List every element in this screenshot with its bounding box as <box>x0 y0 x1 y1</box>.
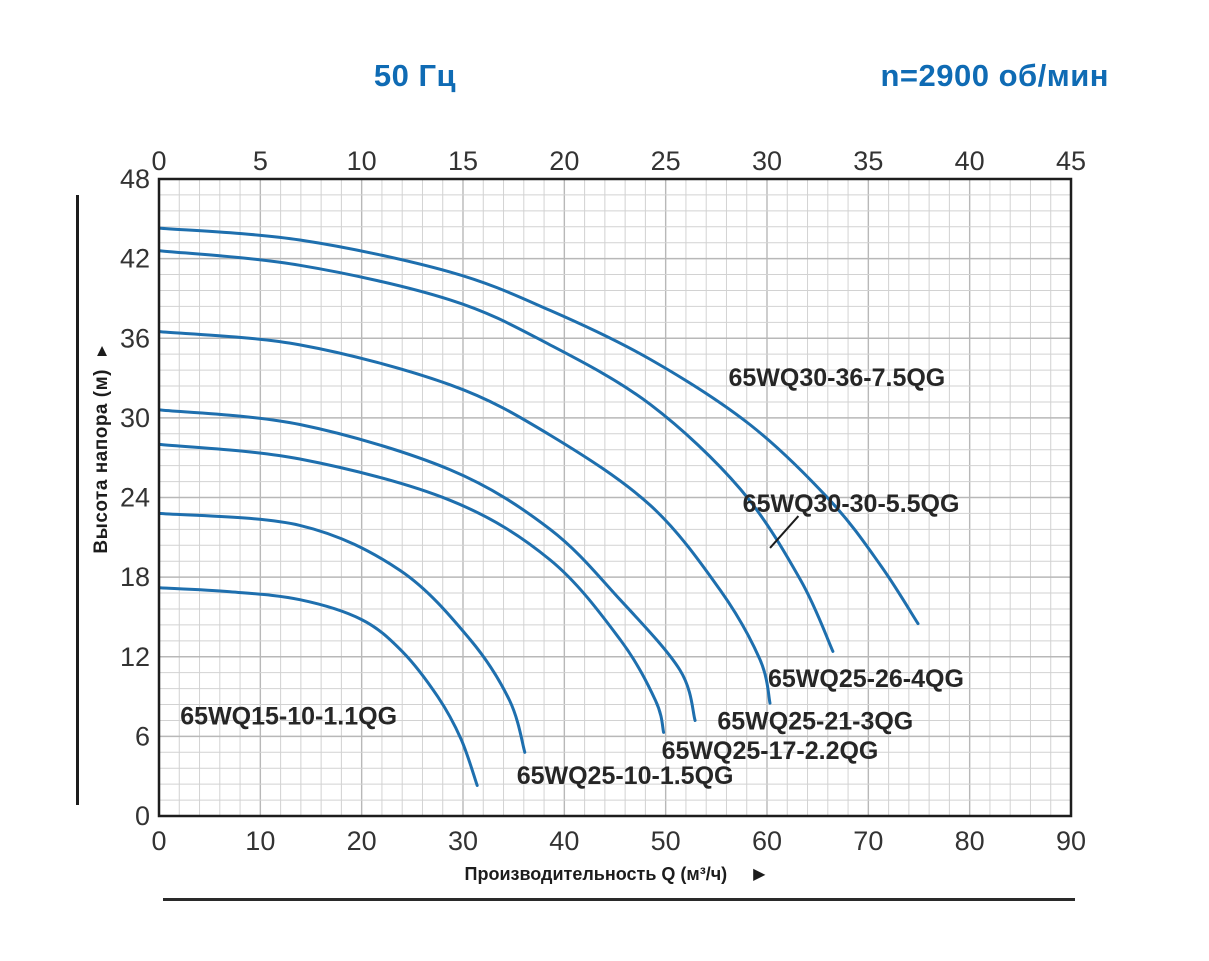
y-tick-label: 6 <box>135 721 150 751</box>
y-tick-label: 36 <box>120 323 150 353</box>
pump-curve <box>159 226 920 626</box>
y-tick-label: 24 <box>120 483 150 513</box>
y-axis-title: Высота напора (м) <box>91 369 112 554</box>
pump-curve <box>159 330 772 705</box>
x-top-tick-label: 35 <box>853 146 883 176</box>
y-tick-label: 0 <box>135 801 150 831</box>
pump-curve <box>159 586 479 787</box>
x-bottom-tick-label: 30 <box>448 826 478 856</box>
curve-label: 65WQ25-21-3QG <box>717 708 913 736</box>
x-top-tick-label: 10 <box>347 146 377 176</box>
x-bottom-tick-label: 40 <box>549 826 579 856</box>
x-top-tick-label: 25 <box>651 146 681 176</box>
curve-label: 65WQ25-10-1.5QG <box>517 762 734 790</box>
x-top-tick-label: 15 <box>448 146 478 176</box>
x-top-tick-label: 30 <box>752 146 782 176</box>
y-tick-label: 18 <box>120 562 150 592</box>
x-bottom-tick-label: 80 <box>955 826 985 856</box>
x-bottom-tick-label: 10 <box>245 826 275 856</box>
y-tick-label: 12 <box>120 642 150 672</box>
curve-label: 65WQ30-36-7.5QG <box>728 364 945 392</box>
y-axis-title-group: ▲ Высота напора (м) <box>84 342 120 554</box>
y-tick-label: 42 <box>120 244 150 274</box>
x-top-tick-label: 40 <box>955 146 985 176</box>
pump-curve <box>159 511 527 754</box>
rpm-title: n=2900 об/мин <box>880 58 1109 93</box>
x-bottom-tick-label: 0 <box>151 826 166 856</box>
frequency-title: 50 Гц <box>373 58 457 93</box>
x-top-tick-label: 5 <box>253 146 268 176</box>
curve-label: 65WQ15-10-1.1QG <box>180 702 397 730</box>
pump-curve <box>159 249 835 653</box>
x-axis-title-group: Производительность Q (м³/ч) ▶ <box>159 864 1071 885</box>
left-decorative-line <box>76 195 79 805</box>
x-axis-title: Производительность Q (м³/ч) <box>464 864 728 884</box>
x-top-tick-label: 20 <box>549 146 579 176</box>
curve-label: 65WQ25-17-2.2QG <box>662 737 879 765</box>
x-top-tick-label: 45 <box>1056 146 1086 176</box>
right-arrow-icon: ▶ <box>753 865 766 883</box>
x-bottom-tick-label: 20 <box>347 826 377 856</box>
pump-curve <box>159 408 697 722</box>
x-top-tick-label: 0 <box>151 146 166 176</box>
x-bottom-tick-label: 90 <box>1056 826 1086 856</box>
plot-border <box>157 177 1073 818</box>
x-bottom-tick-label: 50 <box>651 826 681 856</box>
bottom-decorative-line <box>163 898 1075 901</box>
x-bottom-tick-label: 60 <box>752 826 782 856</box>
curve-label: 65WQ25-26-4QG <box>768 665 964 693</box>
y-tick-label: 48 <box>120 164 150 194</box>
label-leader-line <box>769 515 800 549</box>
x-bottom-tick-label: 70 <box>853 826 883 856</box>
curve-label: 65WQ30-30-5.5QG <box>743 490 960 518</box>
y-tick-label: 30 <box>120 403 150 433</box>
pump-curve <box>159 442 666 734</box>
up-arrow-icon: ▲ <box>93 341 111 360</box>
